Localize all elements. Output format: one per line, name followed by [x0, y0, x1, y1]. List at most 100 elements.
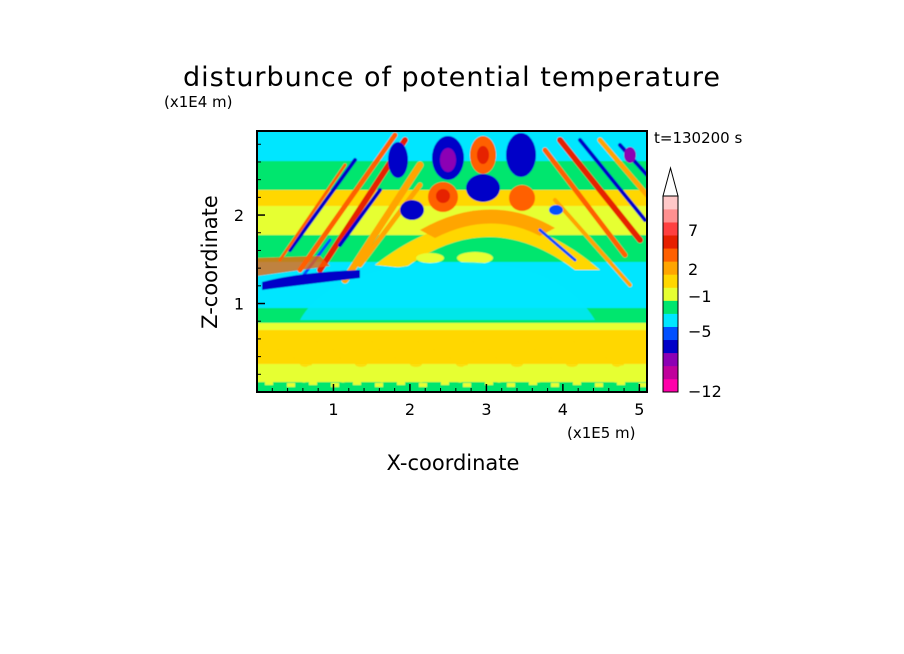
colorbar-swatch: [663, 313, 678, 327]
y-axis-ticks: 12: [234, 143, 265, 375]
field-ripple: [462, 365, 472, 371]
field-ripple: [299, 377, 309, 383]
x-tick-label: 2: [405, 400, 415, 419]
field-ripple: [455, 377, 465, 383]
field-ripple: [293, 353, 305, 359]
chart-title: disturbunce of potential temperature: [183, 62, 721, 93]
colorbar-swatch: [663, 222, 678, 236]
colorbar-swatch: [663, 339, 678, 354]
field-ripple: [534, 345, 546, 351]
field-ripple: [618, 365, 628, 371]
field-ripple: [331, 383, 339, 387]
field-ripple: [353, 381, 361, 385]
field-ripple: [456, 361, 468, 367]
colorbar-extend-arrow: [662, 166, 679, 197]
field-ripple: [283, 371, 293, 377]
field-ripple: [595, 383, 603, 387]
x-tick-label: 5: [634, 400, 644, 419]
field-ripple: [410, 361, 422, 367]
field-ripple: [439, 371, 449, 377]
field-ripple: [472, 337, 484, 343]
y-unit-label: (x1E4 m): [164, 93, 233, 111]
field-ripple: [485, 381, 493, 385]
field-cell: [506, 133, 536, 177]
colorbar-swatch: [663, 209, 678, 223]
y-axis-label: Z-coordinate: [198, 195, 222, 329]
field-wave-stripe: [557, 137, 643, 243]
field-ripple: [306, 365, 316, 371]
x-axis-ticks: 1 2 3 4 5: [271, 384, 644, 419]
colorbar-label: −1: [688, 287, 712, 306]
colorbar-label: −5: [688, 322, 712, 341]
field-ripple: [394, 353, 406, 359]
field-wave-stripe: [542, 147, 628, 258]
field-cell: [400, 200, 424, 220]
colorbar-swatch: [663, 274, 678, 288]
field-ripple: [628, 337, 640, 343]
field-wave-stripe: [357, 182, 423, 268]
field-ripple: [573, 381, 581, 385]
field-wave-stripe: [597, 137, 647, 198]
y-tick-label: 1: [234, 295, 244, 314]
colorbar-swatch: [663, 300, 678, 314]
field-ripple: [384, 365, 394, 371]
colorbar-swatch: [663, 352, 678, 367]
x-unit-label: (x1E5 m): [567, 424, 636, 442]
x-tick-label: 4: [558, 400, 568, 419]
field-ripple: [478, 371, 488, 377]
field-ripple: [277, 345, 289, 351]
field-blob: [416, 253, 444, 263]
field-ripple: [511, 361, 523, 367]
field-ripple: [550, 353, 562, 359]
field-ripple: [355, 361, 367, 367]
field-ripple: [556, 371, 566, 377]
field-ripple: [573, 337, 585, 343]
colorbar-label: −12: [688, 382, 722, 401]
colorbar: 7 2 −1 −5 −12: [662, 166, 722, 401]
field-streak: [257, 256, 330, 276]
field-ripple: [265, 381, 273, 385]
field-wave-stripe: [297, 132, 398, 273]
field-ripple: [494, 377, 504, 383]
field-wave-stripe: [288, 158, 357, 252]
field-ripple: [579, 365, 589, 371]
field-wave-stripe: [341, 161, 424, 284]
colorbar-label: 2: [688, 260, 698, 279]
field-streak: [262, 270, 360, 290]
x-tick-label: 3: [481, 400, 491, 419]
field-ripple: [267, 365, 277, 371]
field-wave-stripe: [578, 138, 647, 222]
field-cell: [477, 146, 489, 164]
field-ripple: [463, 383, 471, 387]
field-wave-stripe: [553, 198, 632, 287]
field-ripple: [397, 381, 405, 385]
temperature-field: [257, 131, 660, 392]
field-ripple: [650, 378, 660, 383]
field-cell: [466, 174, 500, 202]
field-ripple: [300, 361, 312, 367]
plot-frame: [256, 130, 648, 393]
field-ripple: [338, 377, 348, 383]
field-ripple: [595, 371, 605, 377]
field-ripple: [527, 337, 539, 343]
field-ripple: [488, 345, 500, 351]
field-blob: [457, 252, 493, 264]
field-ripple: [309, 381, 317, 385]
field-cell: [436, 189, 450, 203]
field-ripple: [378, 345, 390, 351]
field-ripple: [449, 353, 461, 359]
colorbar-swatch: [663, 196, 678, 210]
colorbar-swatch: [663, 378, 678, 393]
field-ripple: [605, 353, 617, 359]
colorbar-label: 7: [688, 221, 698, 240]
field-ripple: [332, 345, 344, 351]
field-ripple: [589, 345, 601, 351]
field-wave-stripe: [338, 188, 382, 247]
field-ripple: [371, 337, 383, 343]
field-ripple: [529, 381, 537, 385]
field-ripple: [400, 371, 410, 377]
colorbar-swatch: [663, 235, 678, 249]
y-tick-label: 2: [234, 206, 244, 225]
colorbar-swatch: [663, 326, 678, 341]
x-tick-label: 1: [328, 400, 338, 419]
